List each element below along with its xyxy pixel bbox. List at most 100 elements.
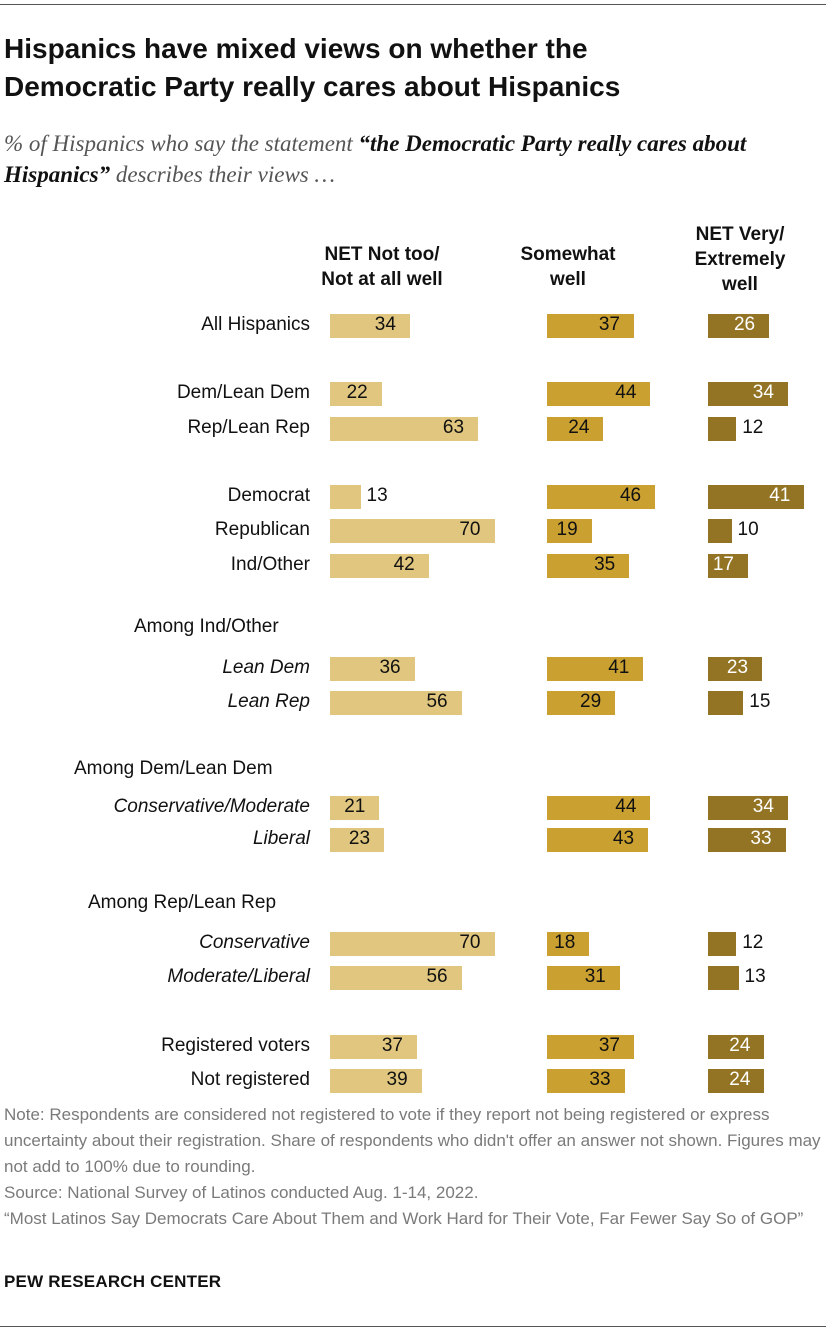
value-label-somewhat-well: 44 <box>615 796 637 817</box>
bar-very-well <box>708 657 763 681</box>
value-label-somewhat-well: 33 <box>589 1069 611 1090</box>
bar-not-well <box>330 691 462 715</box>
bar-somewhat-well <box>547 1035 634 1059</box>
subtitle-statement: “the Democratic Party really cares about… <box>4 131 747 187</box>
group-header-label: Among Rep/Lean Rep <box>88 892 277 913</box>
row-label: Dem/Lean Dem <box>176 382 310 403</box>
bar-very-well <box>708 554 748 578</box>
subtitle-pre: % of Hispanics who say the statement <box>4 131 359 156</box>
column-header-line: Somewhat <box>520 244 616 265</box>
value-label-somewhat-well: 46 <box>619 485 642 506</box>
chart-subtitle: % of Hispanics who say the statement “th… <box>4 128 824 190</box>
bar-somewhat-well <box>547 554 630 578</box>
value-label-not-well: 13 <box>366 485 388 506</box>
value-label-somewhat-well: 31 <box>584 966 606 987</box>
column-header-very-well: NET Very/ Extremely well <box>670 222 810 297</box>
column-header-not-well: NET Not too/ Not at all well <box>290 242 474 292</box>
value-label-very-well: 15 <box>749 691 771 712</box>
note-text: Note: Respondents are considered not reg… <box>4 1105 821 1176</box>
bar-not-well <box>330 314 410 338</box>
bar-somewhat-well <box>547 485 656 509</box>
bottom-rule <box>0 1326 826 1327</box>
value-label-not-well: 34 <box>374 314 396 335</box>
bar-very-well <box>708 828 786 852</box>
bar-very-well <box>708 485 805 509</box>
bar-somewhat-well <box>547 657 644 681</box>
column-header-line: NET Not too/ <box>324 244 440 265</box>
bar-somewhat-well <box>547 382 651 406</box>
value-label-very-well: 24 <box>729 1069 751 1090</box>
value-label-somewhat-well: 24 <box>568 417 590 438</box>
bar-very-well <box>708 1069 765 1093</box>
value-label-not-well: 70 <box>459 932 481 953</box>
title-line-1: Hispanics have mixed views on whether th… <box>4 33 588 64</box>
row-label: Republican <box>214 519 310 540</box>
value-label-very-well: 33 <box>750 828 772 849</box>
value-label-somewhat-well: 29 <box>580 691 602 712</box>
bar-very-well <box>708 796 788 820</box>
column-header-somewhat-well: Somewhat well <box>498 242 638 292</box>
row-label: Rep/Lean Rep <box>187 417 310 438</box>
bar-somewhat-well <box>547 519 592 543</box>
bar-somewhat-well <box>547 932 590 956</box>
bar-very-well <box>708 932 737 956</box>
footnotes: Note: Respondents are considered not reg… <box>4 1102 824 1232</box>
value-label-somewhat-well: 18 <box>554 932 576 953</box>
source-text: Source: National Survey of Latinos condu… <box>4 1183 479 1202</box>
bar-very-well <box>708 519 732 543</box>
chart-title: Hispanics have mixed views on whether th… <box>4 30 824 106</box>
value-label-somewhat-well: 37 <box>598 1035 620 1056</box>
row-label: Democrat <box>227 485 310 506</box>
value-label-very-well: 26 <box>733 314 756 335</box>
bar-very-well <box>708 691 744 715</box>
bar-somewhat-well <box>547 314 634 338</box>
subtitle-post: describes their views … <box>110 162 335 187</box>
value-label-very-well: 13 <box>744 966 766 987</box>
bar-somewhat-well <box>547 417 604 441</box>
value-label-not-well: 56 <box>426 691 448 712</box>
value-label-not-well: 63 <box>442 417 465 438</box>
row-label: Conservative <box>199 932 310 953</box>
row-label: Ind/Other <box>230 554 310 575</box>
value-label-not-well: 39 <box>386 1069 408 1090</box>
bar-very-well <box>708 417 737 441</box>
value-label-somewhat-well: 35 <box>594 554 616 575</box>
value-label-not-well: 21 <box>344 796 366 817</box>
top-rule <box>0 4 826 5</box>
bar-somewhat-well <box>547 1069 625 1093</box>
bar-somewhat-well <box>547 796 651 820</box>
column-header-line: Extremely <box>694 249 786 270</box>
bar-very-well <box>708 314 770 338</box>
bar-not-well <box>330 1035 417 1059</box>
value-label-very-well: 41 <box>769 485 791 506</box>
value-label-not-well: 42 <box>393 554 415 575</box>
column-header-line: NET Very/ <box>695 224 785 245</box>
bar-somewhat-well <box>547 966 620 990</box>
row-label: Registered voters <box>161 1035 310 1056</box>
report-title-text: “Most Latinos Say Democrats Care About T… <box>4 1209 804 1228</box>
value-label-somewhat-well: 19 <box>556 519 578 540</box>
row-label: Lean Dem <box>222 657 310 678</box>
bar-not-well <box>330 657 415 681</box>
value-label-very-well: 17 <box>712 554 734 575</box>
row-label: All Hispanics <box>201 314 310 335</box>
bar-very-well <box>708 382 788 406</box>
value-label-very-well: 10 <box>737 519 759 540</box>
bar-not-well <box>330 485 361 509</box>
column-header-line: well <box>722 274 758 295</box>
bar-not-well <box>330 932 495 956</box>
value-label-not-well: 22 <box>346 382 368 403</box>
column-header-line: well <box>550 269 586 290</box>
value-label-very-well: 12 <box>742 932 764 953</box>
row-label: Lean Rep <box>227 691 310 712</box>
value-label-very-well: 12 <box>742 417 764 438</box>
row-label: Liberal <box>252 828 310 849</box>
group-header-label: Among Ind/Other <box>134 616 279 637</box>
value-label-somewhat-well: 44 <box>615 382 637 403</box>
bar-very-well <box>708 966 739 990</box>
brand-logo-text: PEW RESEARCH CENTER <box>4 1272 222 1291</box>
value-label-very-well: 23 <box>726 657 749 678</box>
value-label-very-well: 34 <box>752 382 774 403</box>
value-label-very-well: 34 <box>752 796 774 817</box>
bar-very-well <box>708 1035 765 1059</box>
